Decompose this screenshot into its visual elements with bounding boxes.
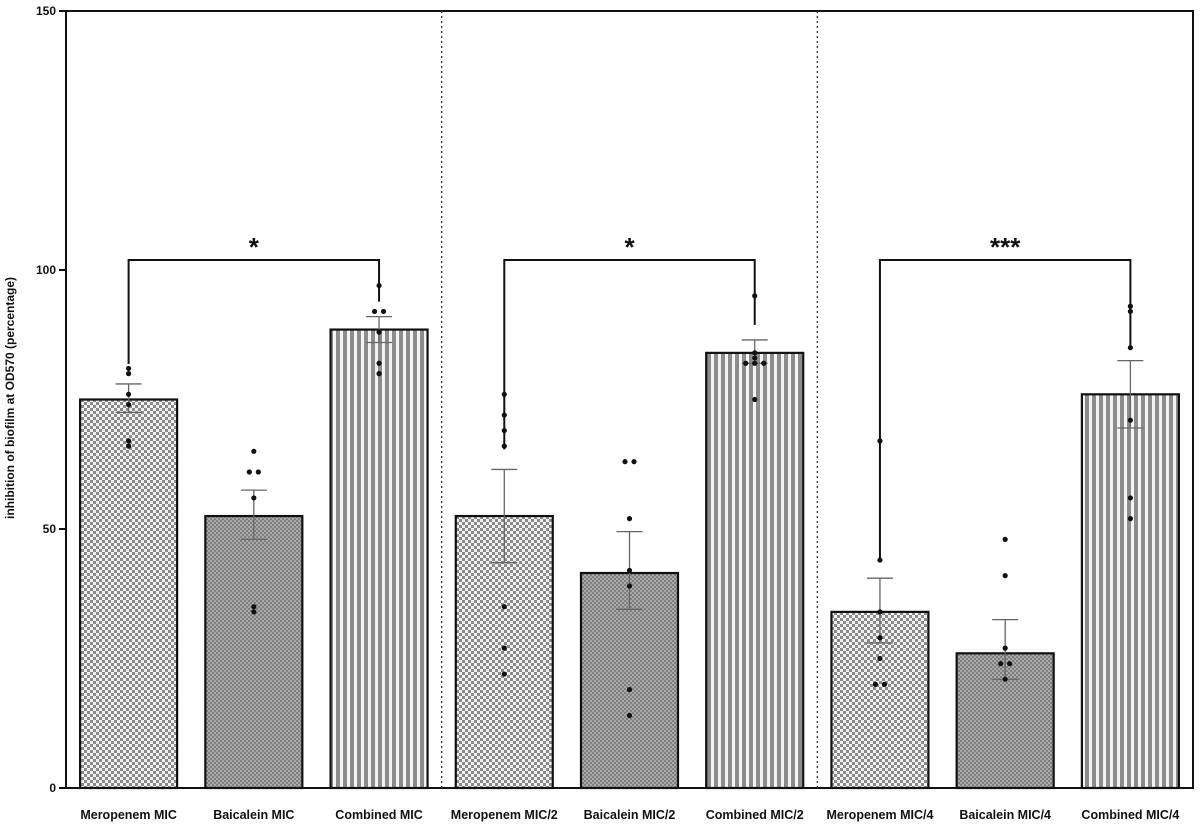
significance-bracket [127,259,381,364]
data-point [376,371,382,377]
data-point [126,391,132,397]
data-point [877,557,883,563]
data-point [622,459,628,465]
data-point [743,360,749,366]
data-point [251,609,257,615]
data-point [246,469,252,475]
data-point [877,655,883,662]
data-point [501,645,507,651]
data-point [1007,661,1013,667]
data-point [877,635,883,641]
bar [454,514,554,790]
data-point [881,681,888,688]
significance-bracket [503,259,756,450]
data-point [626,686,633,693]
y-tick-label: 50 [43,522,57,536]
data-point [998,661,1004,667]
y-tick-label: 100 [36,263,56,277]
y-axis-label: inhibition of biofilm at OD570 (percenta… [3,277,17,519]
data-point [501,671,507,677]
data-point [126,402,132,408]
bar [1080,393,1180,790]
data-point [626,567,633,574]
x-tick-label: Meropenem MIC [80,808,177,822]
data-point [126,371,132,377]
bar [204,514,304,790]
data-point [631,459,637,465]
data-point [752,350,758,356]
data-point [877,609,883,615]
y-tick-label: 0 [49,781,56,795]
x-tick-label: Baicalein MIC/4 [959,808,1051,822]
significance-label: * [249,232,260,262]
data-point [626,516,633,522]
data-point [1127,417,1133,423]
data-point [1002,573,1008,579]
bar [79,398,179,790]
data-point [626,712,633,719]
data-point [251,495,257,501]
data-point [126,443,132,449]
data-point [1127,516,1133,522]
data-point [1127,495,1133,501]
x-tick-label: Meropenem MIC/4 [826,808,933,822]
bar [329,328,429,790]
data-point [126,438,132,444]
bar [705,351,805,790]
data-point [501,604,507,610]
data-point [251,448,257,454]
data-point [1127,345,1133,351]
data-point [626,583,633,589]
data-point [376,360,382,366]
y-tick-label: 150 [36,4,56,18]
data-point [752,355,758,361]
data-point [371,308,378,315]
x-tick-label: Baicalein MIC [213,808,294,822]
significance-label: *** [990,232,1021,262]
data-point [126,365,132,372]
data-point [752,360,758,366]
data-point [380,308,387,315]
x-tick-label: Combined MIC [335,808,423,822]
data-point [752,396,758,403]
x-tick-label: Meropenem MIC/2 [451,808,558,822]
data-point [251,604,257,610]
x-tick-label: Combined MIC/4 [1081,808,1179,822]
x-tick-label: Combined MIC/2 [706,808,804,822]
data-point [255,469,261,475]
data-point [761,360,767,366]
data-point [1002,676,1008,682]
labels: 0 50 100 150 Meropenem MIC Baicalein MIC Combi… [36,4,1179,822]
data-point [1002,536,1008,542]
significance-bracket [878,259,1132,559]
data-point [872,681,879,688]
bars [79,259,1180,790]
x-tick-label: Baicalein MIC/2 [584,808,676,822]
data-point [376,329,382,335]
significance-label: * [624,232,635,262]
data-point [1002,645,1008,651]
